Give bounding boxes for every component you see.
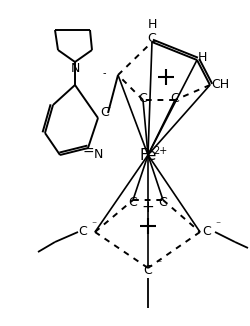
Text: C: C: [138, 92, 147, 105]
Text: N: N: [70, 62, 79, 75]
Text: C: C: [158, 197, 167, 210]
Text: H: H: [147, 18, 156, 31]
Text: Fe: Fe: [139, 147, 156, 162]
Text: C: C: [202, 226, 210, 239]
Text: H: H: [197, 51, 206, 64]
Text: ⁻: ⁻: [91, 220, 96, 230]
Text: C: C: [143, 264, 152, 277]
Text: ⁻: ⁻: [214, 220, 219, 230]
Text: C: C: [78, 226, 87, 239]
Text: -: -: [102, 68, 105, 78]
Text: +: +: [141, 200, 154, 215]
Text: C: C: [147, 32, 156, 45]
Text: ⁻: ⁻: [105, 105, 110, 115]
Text: ⁻: ⁻: [156, 259, 160, 269]
Text: C: C: [170, 92, 179, 105]
Text: =: =: [82, 145, 94, 159]
Text: N: N: [93, 149, 102, 161]
Text: C: C: [100, 107, 108, 120]
Text: C: C: [128, 197, 137, 210]
Text: 2+: 2+: [152, 146, 166, 156]
Text: CH: CH: [210, 78, 228, 91]
